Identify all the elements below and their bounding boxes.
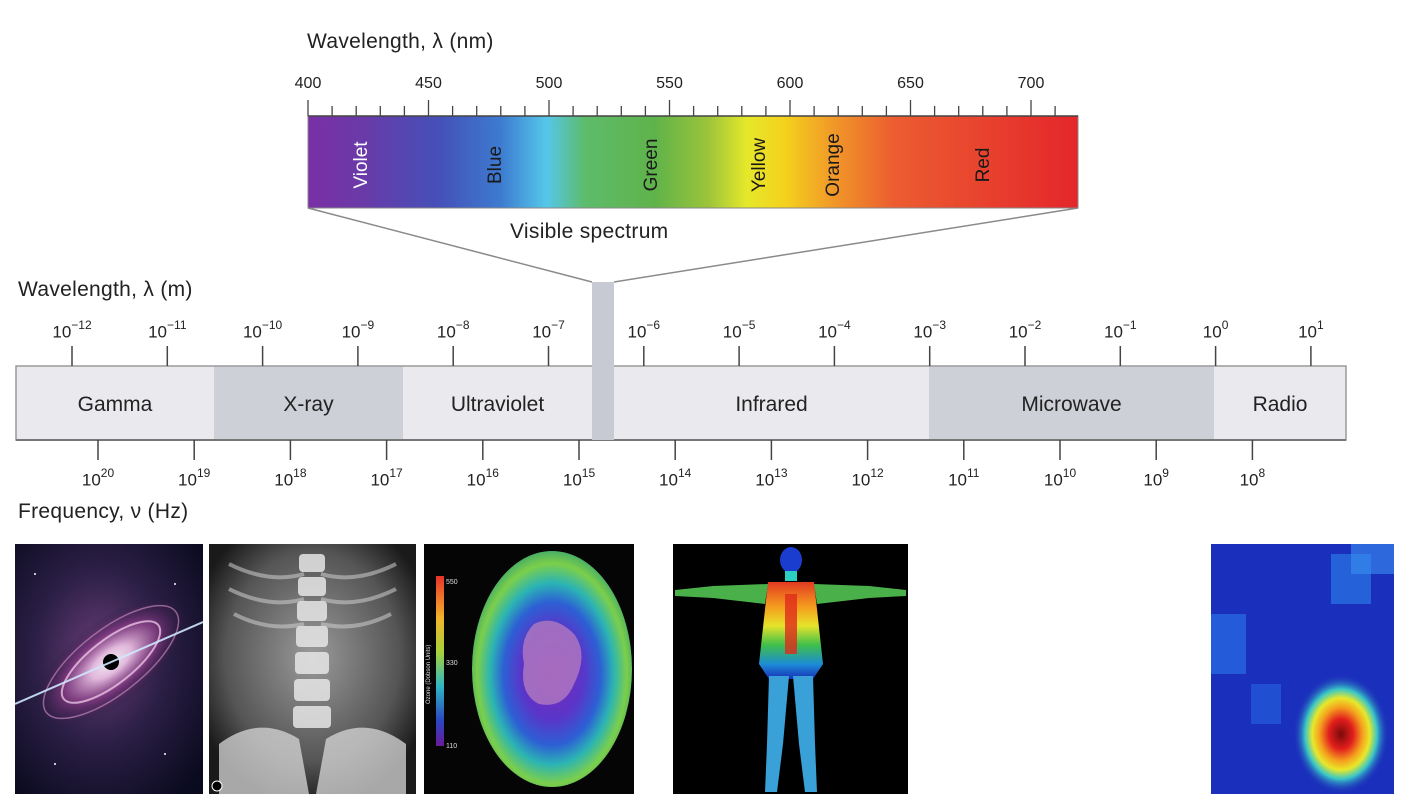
frequency-tick-label: 1013: [755, 466, 788, 490]
meter-tick-label: 10−5: [722, 318, 756, 342]
radio-heatmap-illustration: [1211, 544, 1394, 794]
meter-tick-label: 10−8: [436, 318, 470, 342]
nm-tick-label: 550: [656, 75, 683, 92]
color-label-yellow: Yellow: [749, 137, 770, 193]
nm-tick-label: 400: [294, 75, 322, 92]
zoom-funnel: [307, 207, 1079, 283]
meter-tick-label: 10−7: [532, 318, 565, 342]
color-label-blue: Blue: [485, 145, 506, 185]
visible-slice: [592, 282, 614, 440]
color-label-orange: Orange: [823, 133, 844, 197]
visible-wavelength-title: Wavelength, λ (nm): [307, 30, 494, 53]
ozone-map-image: 550 330 110 Ozone (Dobson Units): [424, 544, 634, 794]
infrared-body-illustration: [675, 547, 906, 792]
frequency-tick-label: 1016: [466, 466, 499, 490]
meter-axis-ticks: [71, 346, 1312, 366]
frequency-tick-label: 1010: [1043, 466, 1077, 490]
color-label-red: Red: [973, 147, 994, 183]
band-label-ultraviolet: Ultraviolet: [450, 393, 545, 416]
band-gamma: [16, 366, 214, 440]
radio-heatmap-image: [1211, 544, 1394, 794]
visible-spectrum-caption: Visible spectrum: [510, 220, 669, 243]
band-label-x-ray: X-ray: [283, 393, 334, 416]
color-label-violet: Violet: [351, 141, 372, 189]
frequency-title: Frequency, ν (Hz): [18, 500, 189, 523]
frequency-axis-ticks: [97, 440, 1254, 460]
band-label-infrared: Infrared: [735, 393, 808, 416]
frequency-tick-label: 1011: [948, 466, 980, 490]
nm-tick-label: 450: [415, 75, 442, 92]
xray-spine-image: [209, 544, 416, 794]
meter-tick-label: 10−9: [341, 318, 375, 342]
band-radio: [1214, 366, 1346, 440]
frequency-tick-label: 1020: [81, 466, 115, 490]
band-label-radio: Radio: [1252, 393, 1308, 416]
ozone-map-illustration: 550 330 110 Ozone (Dobson Units): [426, 551, 632, 787]
nm-tick-label: 600: [776, 75, 804, 92]
spectrum-diagram-svg: [15, 100, 1347, 460]
ozone-scale-tick-mid: 330: [446, 660, 458, 667]
color-label-green: Green: [641, 138, 662, 192]
meter-tick-label: 10−2: [1008, 318, 1042, 342]
frequency-tick-label: 1017: [370, 466, 403, 490]
meter-tick-label: 101: [1298, 318, 1324, 342]
em-band-bar: [15, 365, 1347, 441]
frequency-tick-label: 1019: [178, 466, 211, 490]
nm-axis-ticks: [307, 100, 1056, 116]
nm-tick-label: 700: [1017, 75, 1045, 92]
ozone-scale-title: Ozone (Dobson Units): [426, 645, 432, 704]
meter-tick-label: 10−4: [818, 318, 851, 342]
frequency-tick-label: 1015: [562, 466, 596, 490]
black-hole-illustration: [15, 544, 203, 794]
meter-tick-label: 10−10: [242, 318, 283, 342]
visible-spectrum-bar: [307, 115, 1079, 209]
band-infrared: [614, 366, 929, 440]
nm-tick-label: 650: [897, 75, 924, 92]
frequency-tick-label: 1012: [851, 466, 884, 490]
band-label-microwave: Microwave: [1021, 393, 1122, 416]
band-ultraviolet: [403, 366, 592, 440]
frequency-tick-label: 1018: [274, 466, 307, 490]
band-microwave: [929, 366, 1214, 440]
ozone-scale-tick-low: 110: [446, 743, 457, 750]
meter-tick-label: 10−1: [1103, 318, 1137, 342]
band-label-gamma: Gamma: [77, 393, 153, 416]
ozone-scale-tick-high: 550: [446, 579, 458, 586]
infrared-body-image: [673, 544, 908, 794]
meter-tick-label: 10−12: [52, 318, 92, 342]
band-x-ray: [214, 366, 403, 440]
meter-tick-label: 10−6: [627, 318, 661, 342]
meter-tick-label: 10−11: [148, 318, 187, 342]
frequency-tick-label: 108: [1239, 466, 1266, 490]
frequency-tick-label: 109: [1143, 466, 1169, 490]
xray-illustration: [209, 544, 416, 794]
nm-tick-label: 500: [535, 75, 563, 92]
meter-tick-label: 10−3: [913, 318, 946, 342]
meter-tick-label: 100: [1202, 318, 1229, 342]
meter-wavelength-title: Wavelength, λ (m): [18, 278, 193, 301]
gamma-black-hole-image: [15, 544, 203, 794]
frequency-tick-label: 1014: [659, 466, 692, 490]
